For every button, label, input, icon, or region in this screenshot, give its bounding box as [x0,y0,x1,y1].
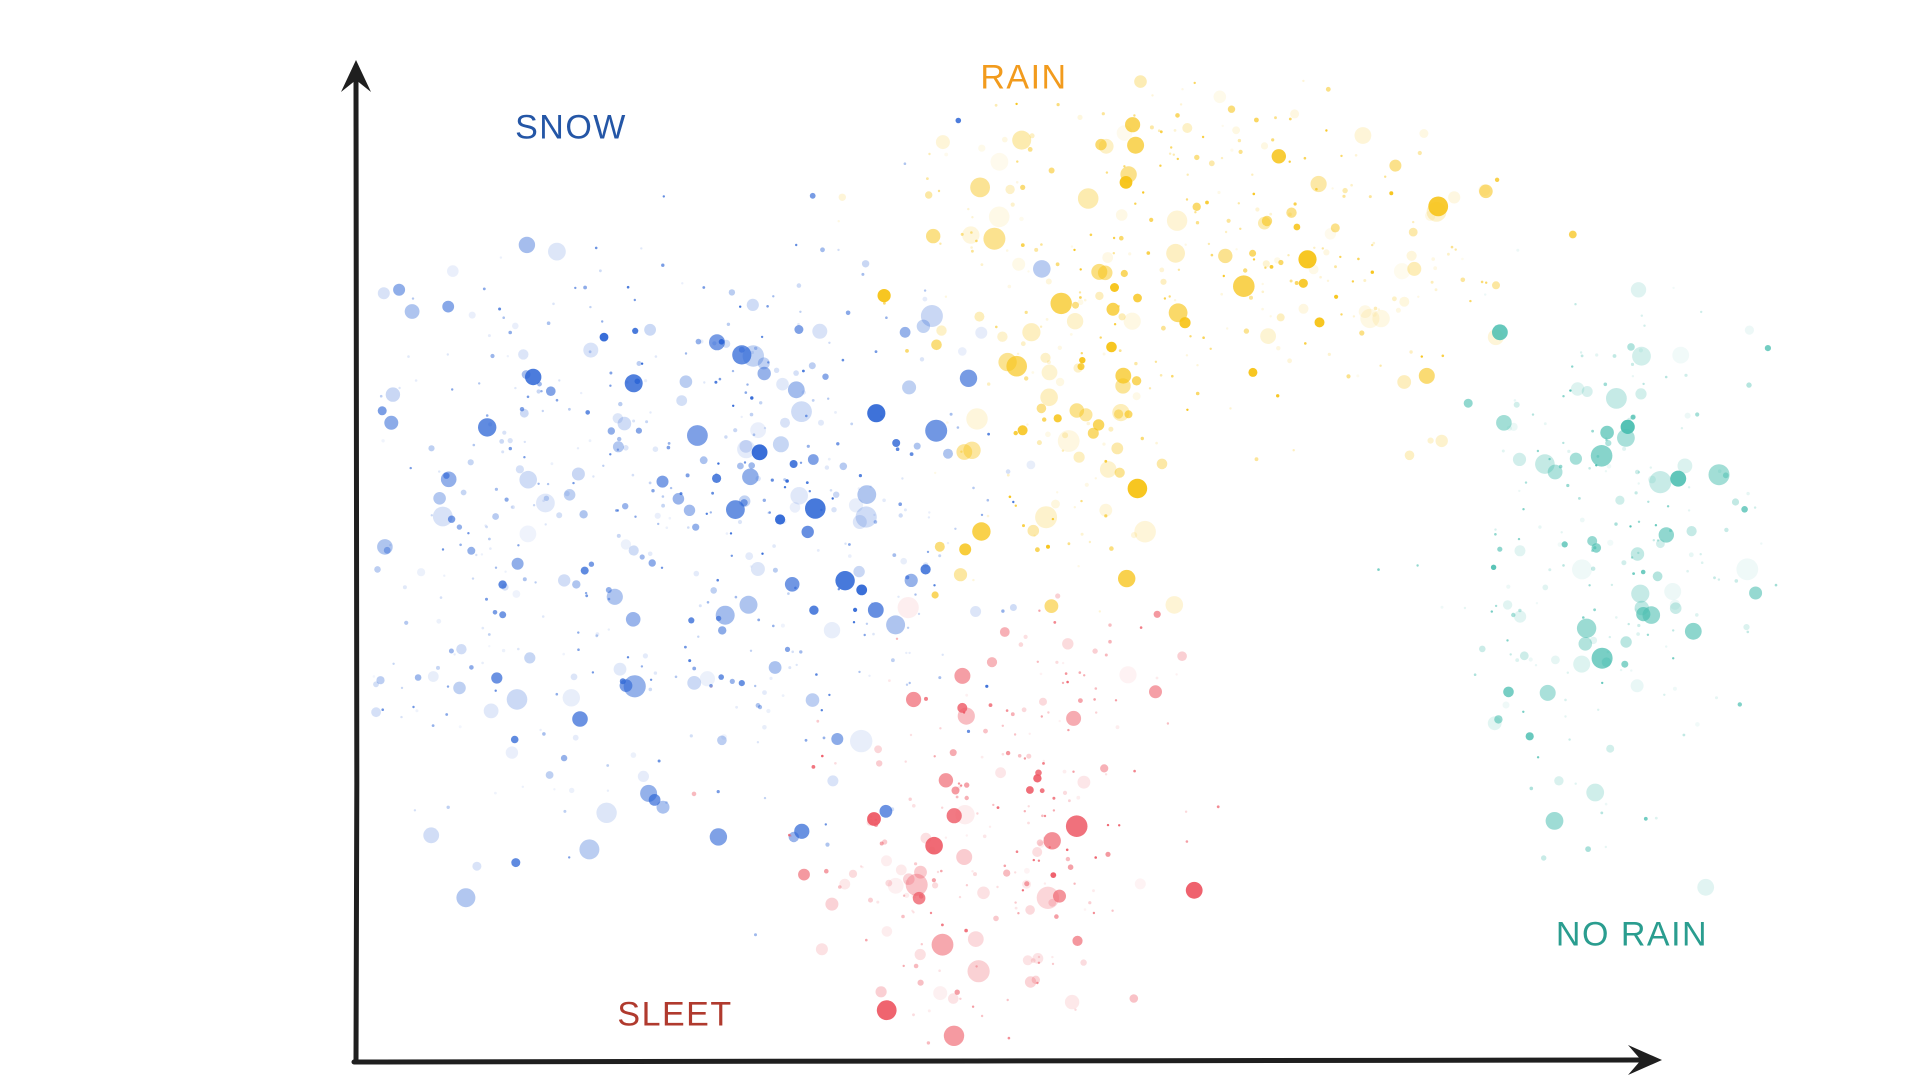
cluster-label-snow: SNOW [515,108,627,147]
x-axis-arrow-icon [1628,1045,1662,1075]
y-axis-arrow-icon [341,60,371,92]
x-axis [351,1045,1662,1075]
cluster-label-rain: RAIN [980,58,1068,97]
cluster-label-sleet: SLEET [617,995,733,1034]
y-axis [341,60,371,1065]
cluster-label-no-rain: NO RAIN [1555,915,1709,954]
